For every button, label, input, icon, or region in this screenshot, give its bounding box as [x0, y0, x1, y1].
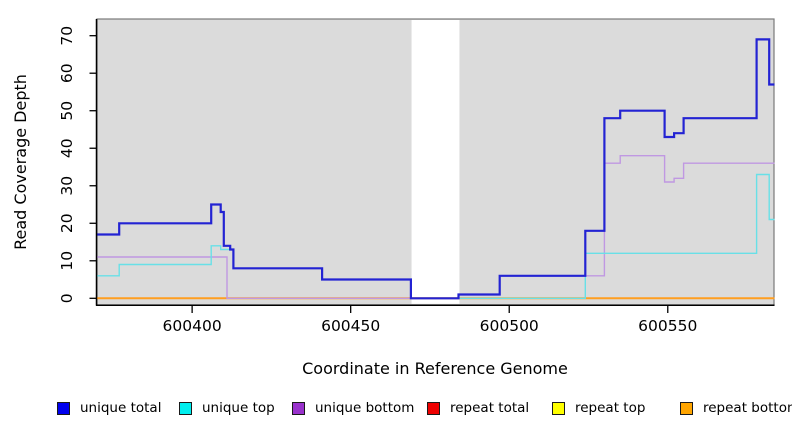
- legend-swatch-repeat-top: [552, 401, 565, 415]
- legend-label: repeat bottom: [703, 400, 792, 416]
- y-tick-label: 30: [58, 176, 76, 196]
- plot-render-root: 0 10 20 30 40 50 60 70 600400 600450 600500 600550: [58, 18, 775, 335]
- legend-label: repeat top: [575, 400, 646, 416]
- legend-swatch-repeat-total: [427, 401, 440, 415]
- legend-swatch-repeat-bottom: [680, 401, 693, 415]
- legend-item-repeat-total: repeat total: [427, 399, 529, 417]
- y-tick-label: 40: [58, 138, 76, 158]
- x-tick-label: 600550: [638, 317, 697, 335]
- legend-item-unique-bottom: unique bottom: [292, 399, 414, 417]
- x-tick-label: 600500: [480, 317, 539, 335]
- legend-swatch-unique-total: [57, 401, 70, 415]
- y-tick-label: 10: [58, 251, 76, 271]
- y-tick-label: 50: [58, 101, 76, 121]
- no-data-band: [411, 20, 460, 304]
- legend: unique total unique top unique bottom repea…: [0, 399, 792, 423]
- legend-item-repeat-bottom: repeat bottom: [680, 399, 792, 417]
- x-tick-label: 600450: [321, 317, 380, 335]
- legend-label: unique bottom: [315, 400, 415, 416]
- legend-item-repeat-top: repeat top: [552, 399, 645, 417]
- series-unique-total: [97, 38, 775, 300]
- x-axis-title: Coordinate in Reference Genome: [302, 359, 568, 378]
- legend-label: unique total: [80, 400, 162, 416]
- legend-swatch-unique-top: [179, 401, 192, 415]
- legend-item-unique-top: unique top: [179, 399, 275, 417]
- x-tick-label: 600400: [163, 317, 222, 335]
- legend-swatch-unique-bottom: [292, 401, 305, 415]
- series-group: [97, 38, 775, 300]
- y-tick-label: 0: [58, 293, 76, 303]
- y-tick-label: 70: [58, 26, 76, 46]
- y-tick-label: 60: [58, 63, 76, 83]
- y-tick-label: 20: [58, 213, 76, 233]
- legend-label: repeat total: [450, 400, 530, 416]
- y-axis-title: Read Coverage Depth: [11, 74, 30, 250]
- legend-label: unique top: [202, 400, 275, 416]
- legend-item-unique-total: unique total: [57, 399, 161, 417]
